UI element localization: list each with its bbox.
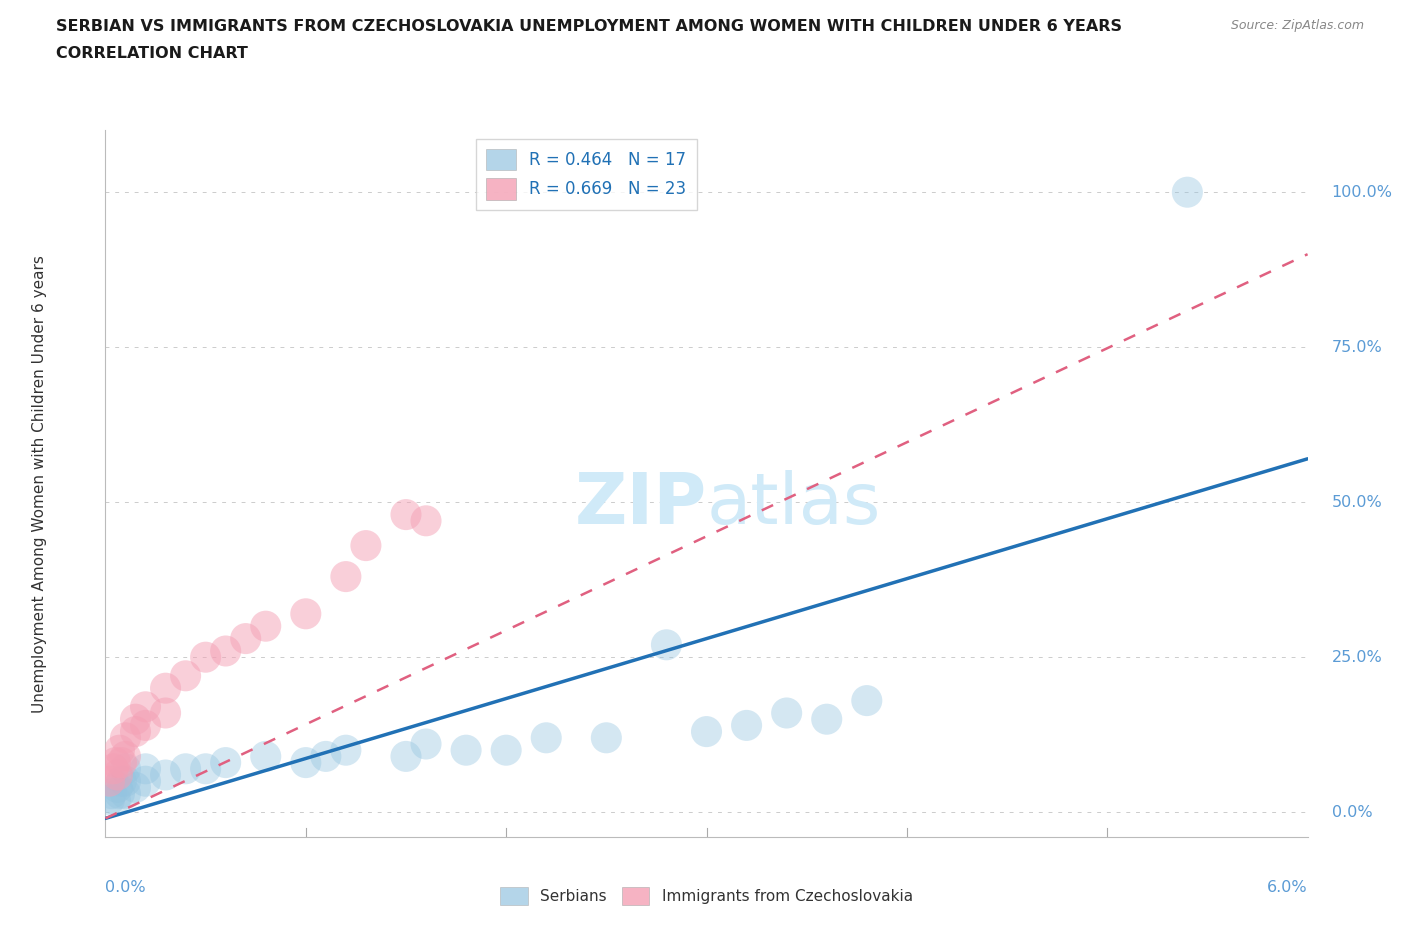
Point: [114, 786, 136, 801]
Text: atlas: atlas: [707, 471, 882, 539]
Point: [194, 650, 217, 665]
Point: [174, 669, 197, 684]
Point: [194, 762, 217, 777]
Point: [104, 755, 127, 770]
Point: [1175, 185, 1198, 200]
Point: [254, 749, 277, 764]
Point: [354, 538, 377, 553]
Point: [108, 786, 131, 801]
Text: Source: ZipAtlas.com: Source: ZipAtlas.com: [1230, 19, 1364, 32]
Point: [595, 730, 617, 745]
Point: [107, 780, 129, 795]
Point: [395, 749, 418, 764]
Point: [395, 507, 418, 522]
Text: 100.0%: 100.0%: [1331, 185, 1392, 200]
Text: 25.0%: 25.0%: [1331, 650, 1382, 665]
Text: 50.0%: 50.0%: [1331, 495, 1382, 510]
Point: [214, 644, 236, 658]
Point: [114, 774, 136, 789]
Text: SERBIAN VS IMMIGRANTS FROM CZECHOSLOVAKIA UNEMPLOYMENT AMONG WOMEN WITH CHILDREN: SERBIAN VS IMMIGRANTS FROM CZECHOSLOVAKI…: [56, 19, 1122, 33]
Point: [135, 699, 157, 714]
Point: [104, 792, 127, 807]
Text: CORRELATION CHART: CORRELATION CHART: [56, 46, 247, 61]
Point: [735, 718, 758, 733]
Point: [100, 786, 122, 801]
Point: [534, 730, 557, 745]
Point: [98, 774, 121, 789]
Text: 0.0%: 0.0%: [105, 881, 146, 896]
Point: [124, 724, 146, 739]
Point: [114, 762, 136, 777]
Point: [124, 780, 146, 795]
Point: [114, 730, 136, 745]
Point: [696, 724, 718, 739]
Point: [155, 706, 177, 721]
Point: [98, 792, 121, 807]
Text: ZIP: ZIP: [574, 471, 707, 539]
Point: [114, 749, 136, 764]
Point: [815, 711, 838, 726]
Text: 75.0%: 75.0%: [1331, 339, 1382, 354]
Point: [235, 631, 257, 646]
Point: [315, 749, 337, 764]
Point: [135, 762, 157, 777]
Point: [124, 711, 146, 726]
Point: [335, 569, 357, 584]
Point: [103, 762, 125, 777]
Legend: Serbians, Immigrants from Czechoslovakia: Serbians, Immigrants from Czechoslovakia: [494, 881, 920, 910]
Point: [415, 737, 437, 751]
Point: [108, 743, 131, 758]
Point: [110, 755, 132, 770]
Point: [174, 762, 197, 777]
Text: 0.0%: 0.0%: [1331, 804, 1372, 819]
Point: [855, 693, 877, 708]
Point: [135, 774, 157, 789]
Point: [155, 767, 177, 782]
Text: 6.0%: 6.0%: [1267, 881, 1308, 896]
Point: [655, 637, 678, 652]
Point: [495, 743, 517, 758]
Point: [135, 718, 157, 733]
Text: Unemployment Among Women with Children Under 6 years: Unemployment Among Women with Children U…: [32, 255, 46, 712]
Point: [254, 618, 277, 633]
Point: [155, 681, 177, 696]
Point: [214, 755, 236, 770]
Point: [107, 767, 129, 782]
Point: [776, 706, 799, 721]
Point: [295, 755, 318, 770]
Point: [110, 774, 132, 789]
Point: [454, 743, 477, 758]
Point: [415, 513, 437, 528]
Point: [335, 743, 357, 758]
Point: [295, 606, 318, 621]
